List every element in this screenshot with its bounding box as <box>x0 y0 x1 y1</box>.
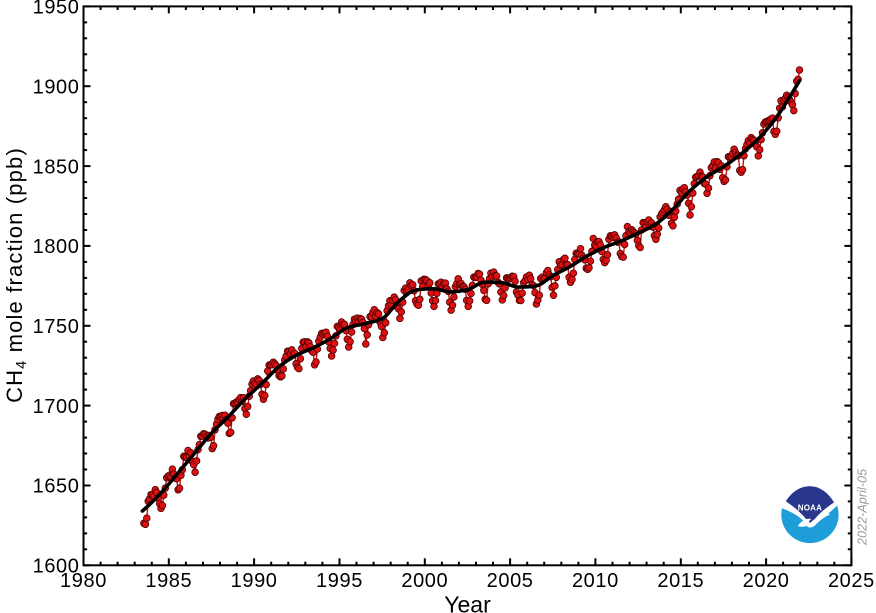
svg-text:1700: 1700 <box>33 396 80 418</box>
svg-text:1750: 1750 <box>33 316 80 338</box>
svg-text:1985: 1985 <box>145 570 192 592</box>
svg-text:Year: Year <box>444 592 491 613</box>
svg-text:NOAA: NOAA <box>798 504 822 513</box>
svg-text:2010: 2010 <box>572 570 619 592</box>
svg-text:1995: 1995 <box>316 570 363 592</box>
svg-text:2025: 2025 <box>828 570 875 592</box>
svg-text:2022-April-05: 2022-April-05 <box>856 468 870 546</box>
svg-text:1950: 1950 <box>33 0 80 19</box>
svg-text:CH4 mole fraction (ppb): CH4 mole fraction (ppb) <box>2 147 30 403</box>
svg-text:1990: 1990 <box>231 570 278 592</box>
svg-text:1900: 1900 <box>33 76 80 98</box>
svg-text:1850: 1850 <box>33 156 80 178</box>
svg-text:2015: 2015 <box>657 570 704 592</box>
svg-text:1980: 1980 <box>60 570 107 592</box>
svg-text:2000: 2000 <box>401 570 448 592</box>
svg-text:1650: 1650 <box>33 476 80 498</box>
svg-text:1800: 1800 <box>33 236 80 258</box>
svg-text:2005: 2005 <box>487 570 534 592</box>
svg-text:1600: 1600 <box>33 556 80 578</box>
svg-text:2020: 2020 <box>743 570 790 592</box>
